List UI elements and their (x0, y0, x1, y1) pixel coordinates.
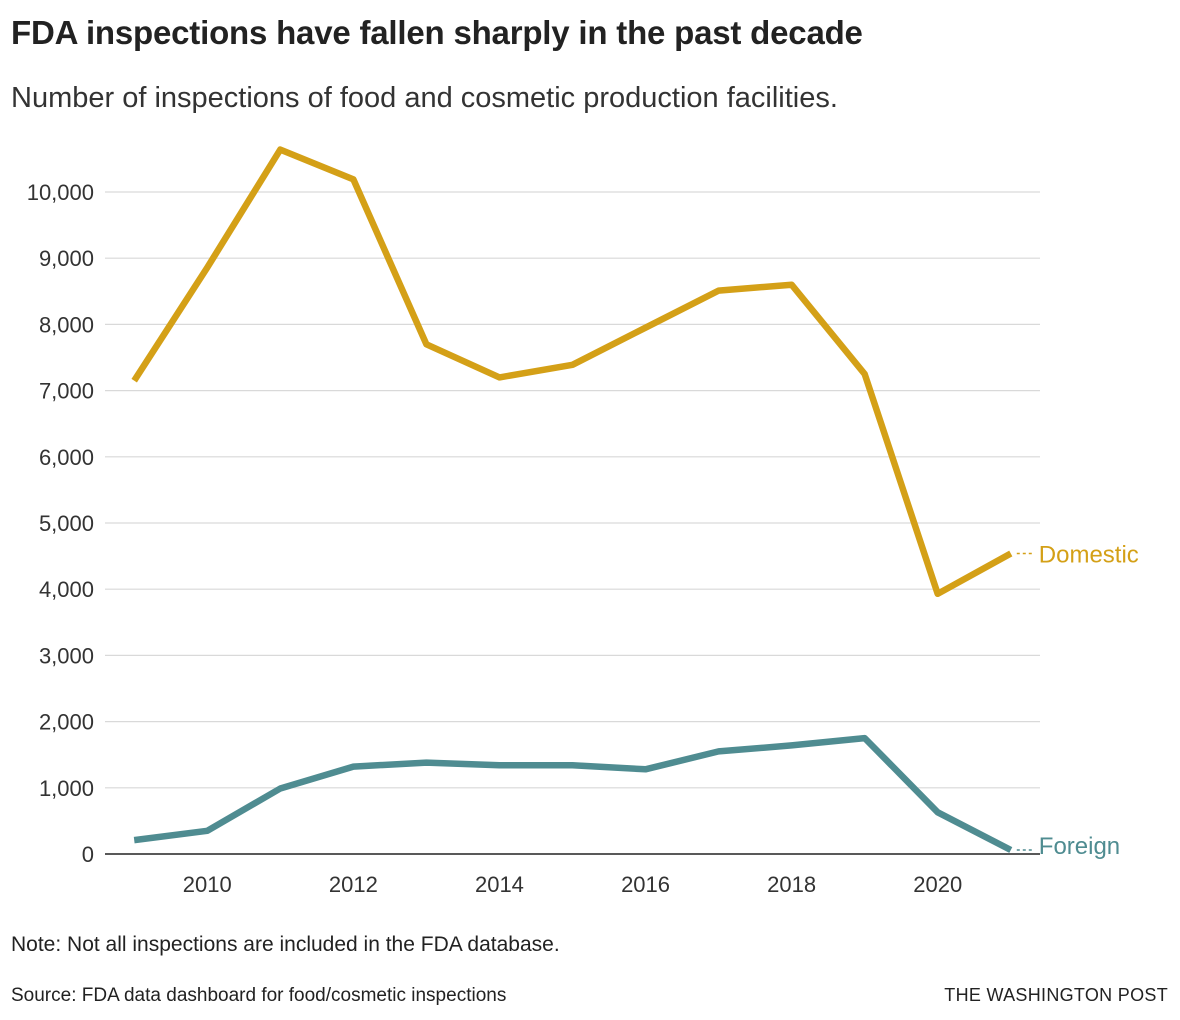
data-point-domestic-2021 (1008, 550, 1014, 556)
data-point-foreign-2018 (789, 742, 795, 748)
y-tick-label: 7,000 (39, 379, 94, 404)
gridlines (105, 191, 1040, 789)
y-tick-label: 0 (82, 842, 94, 867)
data-point-foreign-2012 (350, 764, 356, 770)
chart-subtitle: Number of inspections of food and cosmet… (11, 82, 838, 114)
series-labels: Domestic Foreign (1016, 541, 1139, 860)
y-tick-label: 6,000 (39, 445, 94, 470)
data-point-foreign-2015 (570, 762, 576, 768)
y-tick-label: 10,000 (27, 180, 94, 205)
series-label-foreign: Foreign (1039, 833, 1120, 860)
x-tick-label: 2010 (183, 872, 232, 897)
y-tick-label: 8,000 (39, 312, 94, 337)
x-tick-label: 2016 (621, 872, 670, 897)
x-tick-label: 2018 (767, 872, 816, 897)
data-point-foreign-2017 (716, 748, 722, 754)
data-point-domestic-2015 (570, 362, 576, 368)
chart-source: Source: FDA data dashboard for food/cosm… (11, 985, 507, 1006)
data-point-foreign-2021 (1008, 847, 1014, 853)
y-tick-label: 1,000 (39, 776, 94, 801)
series-label-domestic: Domestic (1039, 541, 1139, 568)
data-point-domestic-2012 (350, 176, 356, 182)
chart-note: Note: Not all inspections are included i… (11, 933, 560, 956)
data-point-domestic-2017 (716, 288, 722, 294)
data-point-foreign-2010 (204, 828, 210, 834)
data-point-domestic-2010 (204, 264, 210, 270)
data-point-domestic-2020 (935, 591, 941, 597)
y-tick-label: 2,000 (39, 710, 94, 735)
axes: 0 1,000 2,000 3,000 4,000 5,000 6,000 7,000 8,00… (27, 180, 1040, 897)
x-tick-label: 2020 (913, 872, 962, 897)
data-point-domestic-2018 (789, 282, 795, 288)
data-point-domestic-2013 (423, 341, 429, 347)
y-tick-label: 5,000 (39, 511, 94, 536)
data-point-foreign-2011 (277, 785, 283, 791)
x-tick-label: 2014 (475, 872, 524, 897)
y-tick-label: 4,000 (39, 577, 94, 602)
series-line-foreign (133, 734, 1013, 853)
data-point-domestic-2011 (277, 147, 283, 153)
data-point-domestic-2014 (496, 374, 502, 380)
y-tick-label: 9,000 (39, 246, 94, 271)
data-point-domestic-2019 (862, 371, 868, 377)
data-point-domestic-2009 (131, 378, 137, 384)
data-point-domestic-2016 (643, 325, 649, 331)
data-point-foreign-2019 (862, 735, 868, 741)
data-point-foreign-2013 (423, 760, 429, 766)
data-point-foreign-2009 (131, 837, 137, 843)
data-point-foreign-2016 (643, 766, 649, 772)
series-line-domestic (131, 146, 1013, 598)
x-tick-label: 2012 (329, 872, 378, 897)
publisher-brand: THE WASHINGTON POST (944, 985, 1168, 1005)
chart-title: FDA inspections have fallen sharply in t… (11, 14, 863, 51)
series-lines (131, 146, 1014, 853)
data-point-foreign-2014 (496, 762, 502, 768)
data-point-foreign-2020 (935, 809, 941, 815)
y-tick-label: 3,000 (39, 643, 94, 668)
